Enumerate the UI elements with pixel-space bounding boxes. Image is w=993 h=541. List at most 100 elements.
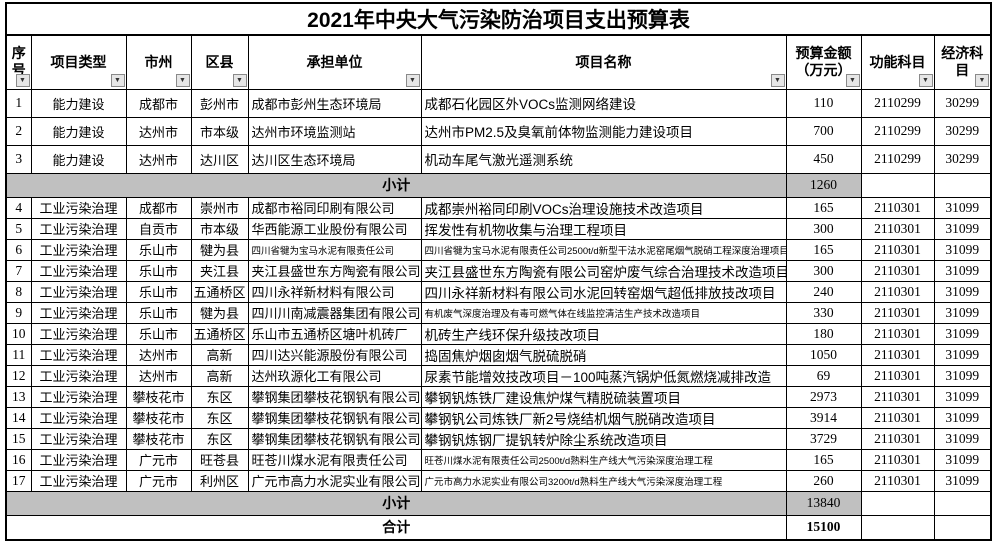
cell-city[interactable]: 乐山市 — [125, 301, 192, 324]
cell-type[interactable]: 工业污染治理 — [30, 343, 127, 366]
cell-seq[interactable]: 6 — [5, 238, 32, 261]
cell-budget[interactable]: 110 — [785, 88, 862, 118]
cell-type[interactable]: 能力建设 — [30, 144, 127, 174]
filter-dropdown-button[interactable]: ▼ — [175, 73, 190, 87]
cell-seq[interactable]: 2 — [5, 116, 32, 146]
cell-type[interactable]: 工业污染治理 — [30, 364, 127, 387]
cell-budget[interactable]: 300 — [785, 217, 862, 240]
cell-project[interactable]: 有机废气深度治理及有毒可燃气体在线监控清洁生产技术改造项目 — [420, 301, 787, 324]
cell-project[interactable]: 攀钢钒公司炼铁厂新2号烧结机烟气脱硝改造项目 — [420, 406, 787, 429]
cell-func[interactable]: 2110299 — [860, 116, 935, 146]
cell-func[interactable]: 2110301 — [860, 280, 935, 303]
cell-seq[interactable]: 17 — [5, 469, 32, 492]
cell-seq[interactable]: 4 — [5, 196, 32, 219]
cell-project[interactable]: 攀钢钒炼铁厂建设焦炉煤气精脱硫装置项目 — [420, 385, 787, 408]
cell-func[interactable]: 2110301 — [860, 469, 935, 492]
cell-func[interactable]: 2110301 — [860, 217, 935, 240]
column-header-type[interactable]: 项目类型 ▼ — [30, 34, 127, 90]
cell-econ[interactable]: 31099 — [933, 259, 992, 282]
cell-city[interactable]: 攀枝花市 — [125, 385, 192, 408]
cell-budget[interactable]: 3729 — [785, 427, 862, 450]
cell-city[interactable]: 达州市 — [125, 144, 192, 174]
cell-econ[interactable]: 31099 — [933, 196, 992, 219]
cell-unit[interactable]: 攀钢集团攀枝花钢钒有限公司 — [247, 427, 422, 450]
cell-city[interactable]: 达州市 — [125, 343, 192, 366]
subtotal-label[interactable]: 小计 — [5, 490, 787, 516]
cell-type[interactable]: 能力建设 — [30, 116, 127, 146]
cell-type[interactable]: 工业污染治理 — [30, 238, 127, 261]
cell-seq[interactable]: 14 — [5, 406, 32, 429]
cell-type[interactable]: 工业污染治理 — [30, 406, 127, 429]
cell-district[interactable]: 犍为县 — [190, 301, 249, 324]
cell-type[interactable]: 工业污染治理 — [30, 322, 127, 345]
cell-type[interactable]: 工业污染治理 — [30, 448, 127, 471]
cell-budget[interactable]: 165 — [785, 196, 862, 219]
cell-city[interactable]: 广元市 — [125, 448, 192, 471]
filter-dropdown-button[interactable]: ▼ — [110, 73, 125, 87]
cell-func[interactable]: 2110301 — [860, 364, 935, 387]
subtotal-budget[interactable]: 13840 — [785, 490, 862, 516]
total-label[interactable]: 合计 — [5, 514, 787, 541]
cell-seq[interactable]: 10 — [5, 322, 32, 345]
cell-budget[interactable]: 260 — [785, 469, 862, 492]
cell-district[interactable]: 东区 — [190, 406, 249, 429]
cell-type[interactable]: 工业污染治理 — [30, 301, 127, 324]
cell-district[interactable]: 市本级 — [190, 116, 249, 146]
cell-budget[interactable]: 300 — [785, 259, 862, 282]
cell-econ[interactable]: 31099 — [933, 385, 992, 408]
cell-econ[interactable]: 31099 — [933, 238, 992, 261]
cell-city[interactable]: 攀枝花市 — [125, 427, 192, 450]
cell-econ-empty[interactable] — [933, 172, 992, 198]
cell-project[interactable]: 尿素节能增效技改项目－100吨蒸汽锅炉低氮燃烧减排改造 — [420, 364, 787, 387]
filter-dropdown-button[interactable]: ▼ — [975, 73, 989, 87]
subtotal-label[interactable]: 小计 — [5, 172, 787, 198]
column-header-econ[interactable]: 经济科目 ▼ — [933, 34, 992, 90]
cell-econ[interactable]: 31099 — [933, 427, 992, 450]
cell-district[interactable]: 崇州市 — [190, 196, 249, 219]
column-header-city[interactable]: 市州 ▼ — [125, 34, 192, 90]
cell-unit[interactable]: 达川区生态环境局 — [247, 144, 422, 174]
cell-budget[interactable]: 180 — [785, 322, 862, 345]
cell-unit[interactable]: 四川达兴能源股份有限公司 — [247, 343, 422, 366]
cell-budget[interactable]: 330 — [785, 301, 862, 324]
cell-unit[interactable]: 广元市高力水泥实业有限公司 — [247, 469, 422, 492]
cell-seq[interactable]: 16 — [5, 448, 32, 471]
cell-city[interactable]: 乐山市 — [125, 322, 192, 345]
cell-unit[interactable]: 四川川南减震器集团有限公司 — [247, 301, 422, 324]
cell-project[interactable]: 攀钢钒炼钢厂提钒转炉除尘系统改造项目 — [420, 427, 787, 450]
cell-func[interactable]: 2110301 — [860, 406, 935, 429]
cell-seq[interactable]: 13 — [5, 385, 32, 408]
cell-type[interactable]: 能力建设 — [30, 88, 127, 118]
cell-city[interactable]: 广元市 — [125, 469, 192, 492]
cell-econ[interactable]: 30299 — [933, 116, 992, 146]
cell-budget[interactable]: 165 — [785, 448, 862, 471]
filter-dropdown-button[interactable]: ▼ — [845, 73, 860, 87]
column-header-project[interactable]: 项目名称 ▼ — [420, 34, 787, 90]
cell-budget[interactable]: 450 — [785, 144, 862, 174]
cell-func[interactable]: 2110301 — [860, 259, 935, 282]
cell-econ[interactable]: 31099 — [933, 469, 992, 492]
cell-budget[interactable]: 165 — [785, 238, 862, 261]
cell-type[interactable]: 工业污染治理 — [30, 469, 127, 492]
cell-project[interactable]: 机砖生产线环保升级技改项目 — [420, 322, 787, 345]
cell-project[interactable]: 挥发性有机物收集与治理工程项目 — [420, 217, 787, 240]
cell-type[interactable]: 工业污染治理 — [30, 280, 127, 303]
cell-econ[interactable]: 31099 — [933, 217, 992, 240]
filter-dropdown-button[interactable]: ▼ — [770, 73, 785, 87]
cell-district[interactable]: 东区 — [190, 385, 249, 408]
cell-unit[interactable]: 旺苍川煤水泥有限责任公司 — [247, 448, 422, 471]
cell-econ[interactable]: 30299 — [933, 144, 992, 174]
column-header-func[interactable]: 功能科目 ▼ — [860, 34, 935, 90]
cell-project[interactable]: 达州市PM2.5及臭氧前体物监测能力建设项目 — [420, 116, 787, 146]
cell-func-empty[interactable] — [860, 490, 935, 516]
cell-type[interactable]: 工业污染治理 — [30, 217, 127, 240]
cell-econ[interactable]: 30299 — [933, 88, 992, 118]
cell-city[interactable]: 自贡市 — [125, 217, 192, 240]
cell-city[interactable]: 攀枝花市 — [125, 406, 192, 429]
cell-city[interactable]: 成都市 — [125, 88, 192, 118]
cell-district[interactable]: 高新 — [190, 364, 249, 387]
cell-project[interactable]: 成都石化园区外VOCs监测网络建设 — [420, 88, 787, 118]
cell-unit[interactable]: 攀钢集团攀枝花钢钒有限公司 — [247, 406, 422, 429]
cell-project[interactable]: 机动车尾气激光遥测系统 — [420, 144, 787, 174]
cell-district[interactable]: 彭州市 — [190, 88, 249, 118]
